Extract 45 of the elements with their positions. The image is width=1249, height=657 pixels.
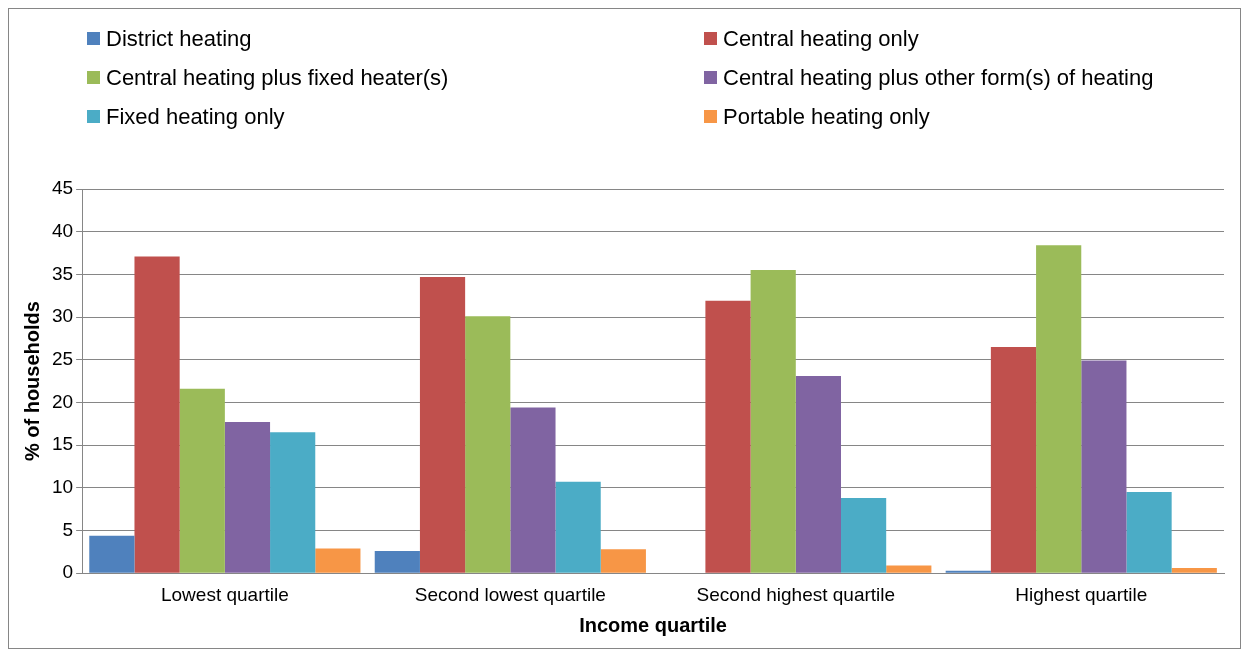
legend-label: District heating	[106, 25, 252, 52]
y-tick-label: 35	[51, 262, 74, 284]
x-tick-label: Second highest quartile	[696, 583, 896, 605]
y-tick-label: 5	[62, 518, 74, 540]
x-axis-title: Income quartile	[579, 613, 727, 636]
bar	[841, 498, 887, 573]
y-tick-label: 30	[51, 305, 74, 327]
bar	[315, 548, 361, 573]
bar	[886, 565, 932, 573]
bar	[134, 256, 180, 573]
bar	[419, 276, 466, 573]
y-tick-label: 15	[51, 433, 74, 455]
x-tick-label: Lowest quartile	[160, 583, 289, 605]
y-tick-label: 0	[62, 561, 74, 583]
bar	[179, 388, 225, 573]
y-tick-label: 20	[51, 390, 74, 412]
legend-label: Portable heating only	[723, 103, 930, 130]
bar	[270, 432, 316, 573]
legend-label: Central heating plus fixed heater(s)	[106, 64, 449, 91]
bar	[1171, 568, 1217, 573]
legend-label: Fixed heating only	[106, 103, 285, 130]
y-axis-title: % of households	[20, 301, 43, 462]
legend-label: Central heating plus other form(s) of heating	[723, 64, 1154, 91]
bar	[224, 422, 271, 573]
y-tick-label: 25	[51, 347, 74, 369]
x-tick-label: Second lowest quartile	[414, 583, 606, 605]
bar	[705, 300, 751, 573]
bar	[750, 270, 796, 573]
legend-label: Central heating only	[723, 25, 919, 52]
bar	[1126, 492, 1172, 573]
bar	[374, 551, 420, 573]
bar	[89, 535, 135, 573]
bar	[555, 481, 601, 573]
x-tick-label: Highest quartile	[1015, 583, 1148, 605]
bar	[795, 375, 841, 573]
bar	[510, 407, 556, 573]
y-tick-label: 45	[51, 177, 74, 199]
bar	[600, 549, 646, 573]
bar	[990, 346, 1037, 573]
bar	[1036, 245, 1082, 573]
y-tick-label: 40	[51, 219, 74, 241]
y-tick-label: 10	[51, 476, 74, 498]
bar	[465, 316, 511, 573]
bar	[1081, 360, 1127, 573]
bar	[945, 570, 991, 573]
